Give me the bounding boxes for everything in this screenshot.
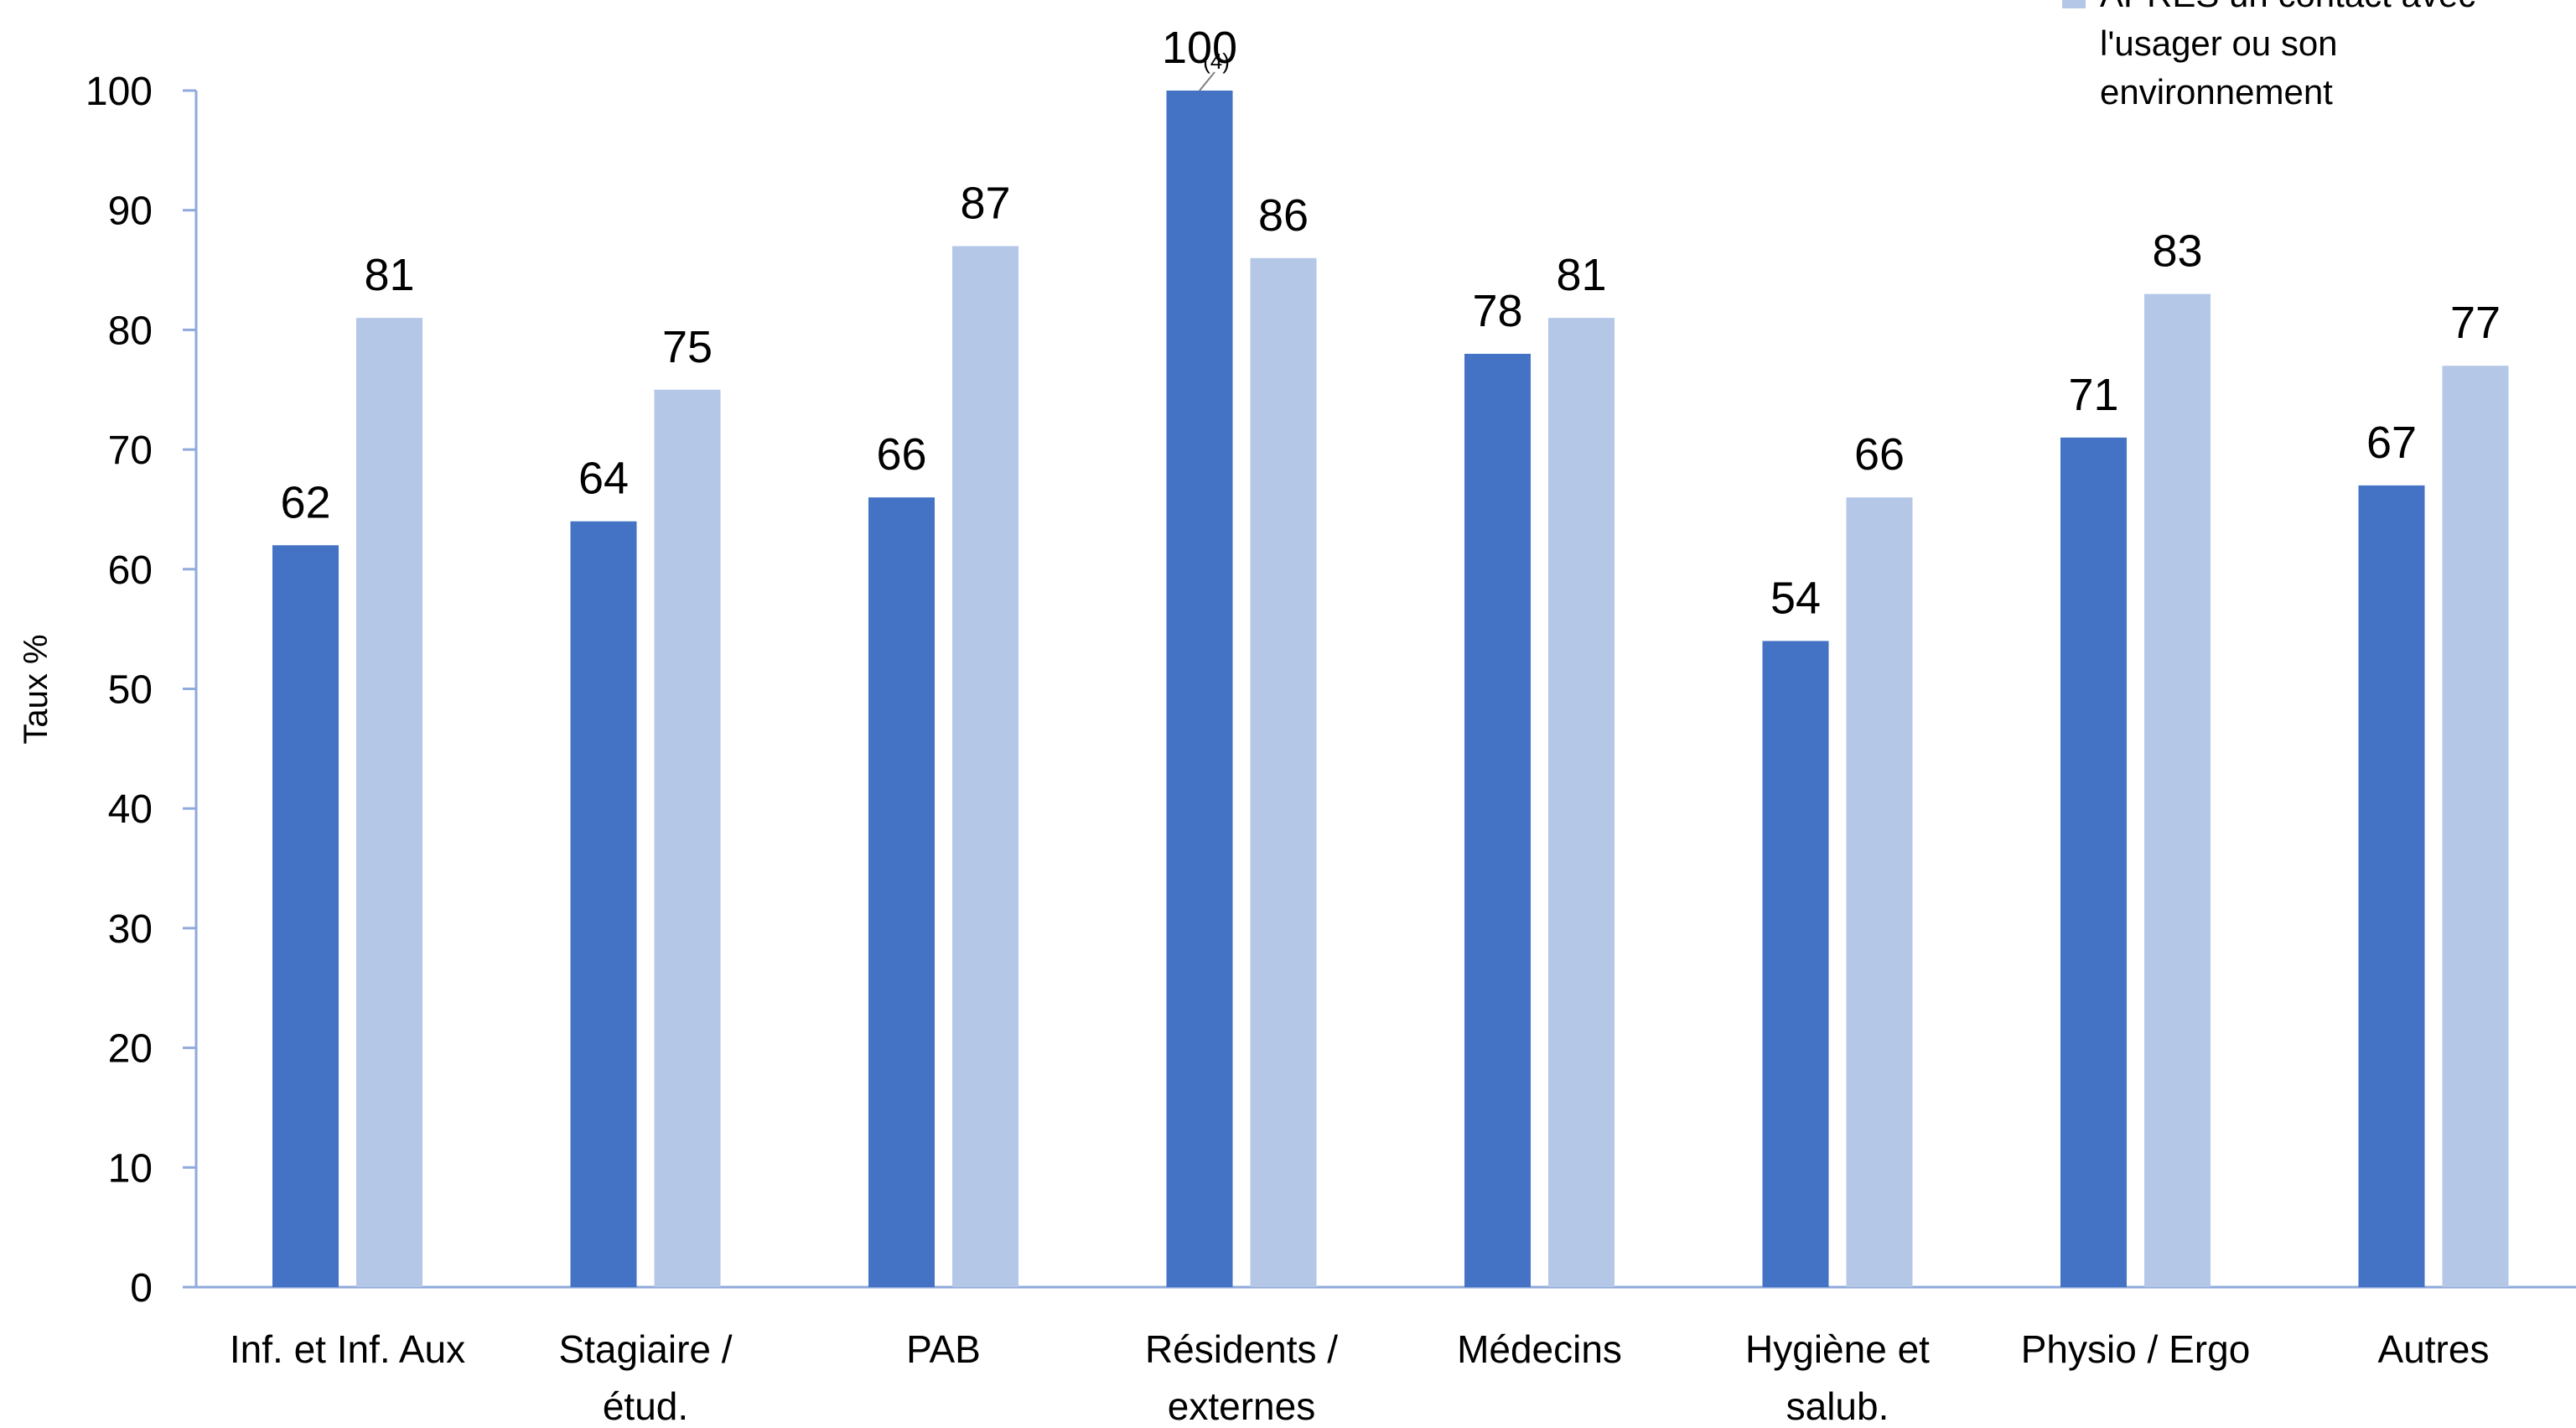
data-label: 100 (1162, 23, 1237, 73)
bar-series-2 (654, 389, 721, 1287)
data-label: 67 (2366, 418, 2417, 468)
bar-series-2 (952, 246, 1018, 1287)
data-label: 54 (1770, 573, 1821, 623)
data-label: 86 (1258, 190, 1309, 241)
data-label: 66 (876, 429, 926, 480)
legend: APRÈS un contact avec l'usager ou son envi… (2062, 0, 2475, 112)
x-tick-label: salub. (1786, 1384, 1889, 1428)
data-label: 66 (1854, 429, 1905, 480)
legend-swatch (2062, 0, 2086, 8)
bar-series-1 (868, 497, 935, 1287)
legend-label: APRÈS un contact avec (2100, 0, 2475, 14)
legend-label: l'usager ou son (2100, 23, 2338, 63)
x-tick-label: externes (1168, 1384, 1315, 1428)
data-label: 62 (280, 477, 330, 527)
y-tick-label: 60 (108, 548, 153, 593)
bar-series-2 (2442, 366, 2509, 1288)
data-labels: 62 81 64 75 66 87 100 86 78 81 54 66 71 83 67 77 (4) (280, 23, 2501, 623)
y-tick-label: 0 (130, 1266, 153, 1311)
y-tick-label: 30 (108, 907, 153, 952)
data-label: 75 (662, 322, 713, 372)
annotation-leader-line (1199, 71, 1215, 91)
x-tick-label: Inf. et Inf. Aux (230, 1327, 465, 1371)
y-tick-label: 40 (108, 787, 153, 832)
y-tick-label: 10 (108, 1146, 153, 1191)
y-axis: 0 10 20 30 40 50 60 70 80 90 100 (86, 70, 198, 1311)
bar-series-1 (1166, 91, 1233, 1287)
bar-series-1 (2060, 437, 2127, 1287)
bar-series-2 (2144, 293, 2211, 1288)
y-tick-label: 80 (108, 309, 153, 353)
annotation-note: (4) (1203, 49, 1230, 74)
y-tick-label: 20 (108, 1027, 153, 1072)
data-label: 64 (578, 454, 629, 504)
bar-series-1 (2358, 485, 2425, 1287)
data-label: 77 (2450, 298, 2501, 348)
data-label: 83 (2152, 226, 2202, 277)
bar-series-1 (272, 545, 339, 1287)
y-tick-label: 70 (108, 428, 153, 473)
bar-series-1 (570, 521, 637, 1287)
data-label: 81 (1556, 250, 1606, 300)
bar-series-1 (1762, 641, 1829, 1287)
x-tick-label: PAB (906, 1327, 981, 1371)
x-tick-label: Médecins (1457, 1327, 1622, 1371)
bar-series-2 (1846, 497, 1913, 1287)
y-tick-label: 100 (86, 70, 153, 114)
data-label: 71 (2068, 370, 2118, 420)
x-tick-label: Physio / Ergo (2021, 1327, 2251, 1371)
bar-series-1 (1464, 353, 1531, 1288)
y-axis-title: Taux % (18, 634, 54, 744)
x-tick-label: Résidents / (1145, 1327, 1338, 1371)
y-tick-label: 50 (108, 668, 153, 713)
legend-label: environnement (2100, 72, 2333, 112)
bar-series-2 (356, 318, 422, 1287)
x-tick-label: Hygiène et (1745, 1327, 1930, 1371)
x-tick-label: étud. (603, 1384, 688, 1428)
data-label: 78 (1472, 286, 1522, 336)
bar-series-2 (1250, 257, 1317, 1287)
data-label: 81 (364, 250, 414, 300)
x-tick-label: Autres (2378, 1327, 2490, 1371)
y-tick-label: 90 (108, 190, 153, 234)
bars (272, 91, 2509, 1288)
bar-series-2 (1548, 318, 1615, 1287)
data-label: 87 (960, 179, 1010, 229)
x-axis: Inf. et Inf. Aux Stagiaire / étud. PAB Résid… (196, 1285, 2576, 1428)
x-tick-label: Stagiaire / (558, 1327, 732, 1371)
